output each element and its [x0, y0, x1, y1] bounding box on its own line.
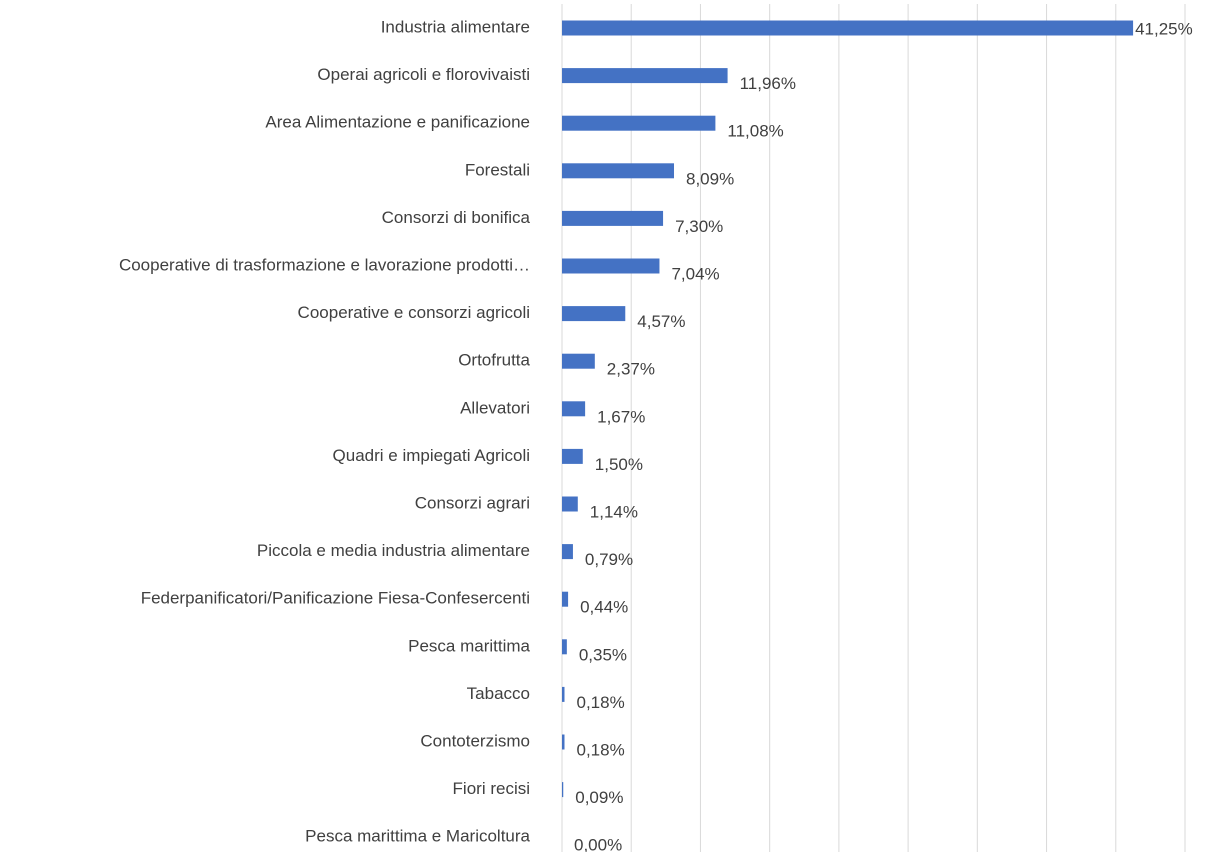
data-label: 0,18%: [576, 693, 624, 712]
data-label: 7,30%: [675, 217, 723, 236]
y-tick-label: Fiori recisi: [453, 779, 530, 798]
bar: [562, 544, 573, 560]
y-tick-label: Industria alimentare: [381, 17, 530, 36]
bar: [562, 210, 664, 226]
y-tick-label: Contoterzismo: [420, 731, 530, 750]
data-label: 2,37%: [607, 360, 655, 379]
y-tick-label: Federpanificatori/Panificazione Fiesa-Co…: [141, 589, 530, 608]
data-label: 7,04%: [671, 264, 719, 283]
data-label: 0,00%: [574, 836, 622, 852]
bar: [562, 448, 583, 464]
data-label: 1,67%: [597, 407, 645, 426]
y-tick-label: Piccola e media industria alimentare: [257, 541, 530, 560]
data-label: 0,79%: [585, 550, 633, 569]
data-label: 0,44%: [580, 598, 628, 617]
data-label: 0,18%: [576, 740, 624, 759]
data-label: 41,25%: [1135, 19, 1193, 38]
data-label: 4,57%: [637, 312, 685, 331]
bar: [562, 68, 728, 84]
y-tick-label: Consorzi di bonifica: [382, 208, 531, 227]
y-tick-label: Operai agricoli e florovivaisti: [317, 65, 530, 84]
data-label: 8,09%: [686, 169, 734, 188]
bar: [562, 782, 564, 798]
y-tick-label: Pesca marittima: [408, 636, 530, 655]
data-label: 0,09%: [575, 788, 623, 807]
bar: [562, 591, 569, 607]
bar: [562, 115, 716, 131]
bar: [562, 734, 565, 750]
bar: [562, 258, 660, 274]
bar: [562, 20, 1134, 36]
y-tick-label: Pesca marittima e Maricoltura: [305, 827, 530, 846]
y-tick-label: Ortofrutta: [458, 351, 530, 370]
y-tick-label: Consorzi agrari: [415, 493, 530, 512]
data-label: 11,96%: [740, 74, 796, 93]
data-label: 1,14%: [590, 502, 638, 521]
y-tick-label: Cooperative di trasformazione e lavorazi…: [119, 255, 530, 274]
bar: [562, 353, 595, 369]
data-label: 11,08%: [727, 122, 783, 141]
bar: [562, 686, 565, 702]
bar: [562, 496, 578, 512]
bar: [562, 306, 626, 322]
y-tick-label: Allevatori: [460, 398, 530, 417]
bar: [562, 163, 675, 179]
y-tick-label: Tabacco: [467, 684, 530, 703]
bar: [562, 401, 586, 417]
data-label: 0,35%: [579, 645, 627, 664]
y-tick-label: Quadri e impiegati Agricoli: [333, 446, 530, 465]
y-tick-label: Area Alimentazione e panificazione: [265, 113, 530, 132]
data-label: 1,50%: [595, 455, 643, 474]
y-tick-label: Cooperative e consorzi agricoli: [298, 303, 530, 322]
y-tick-label: Forestali: [465, 160, 530, 179]
bar: [562, 639, 567, 655]
